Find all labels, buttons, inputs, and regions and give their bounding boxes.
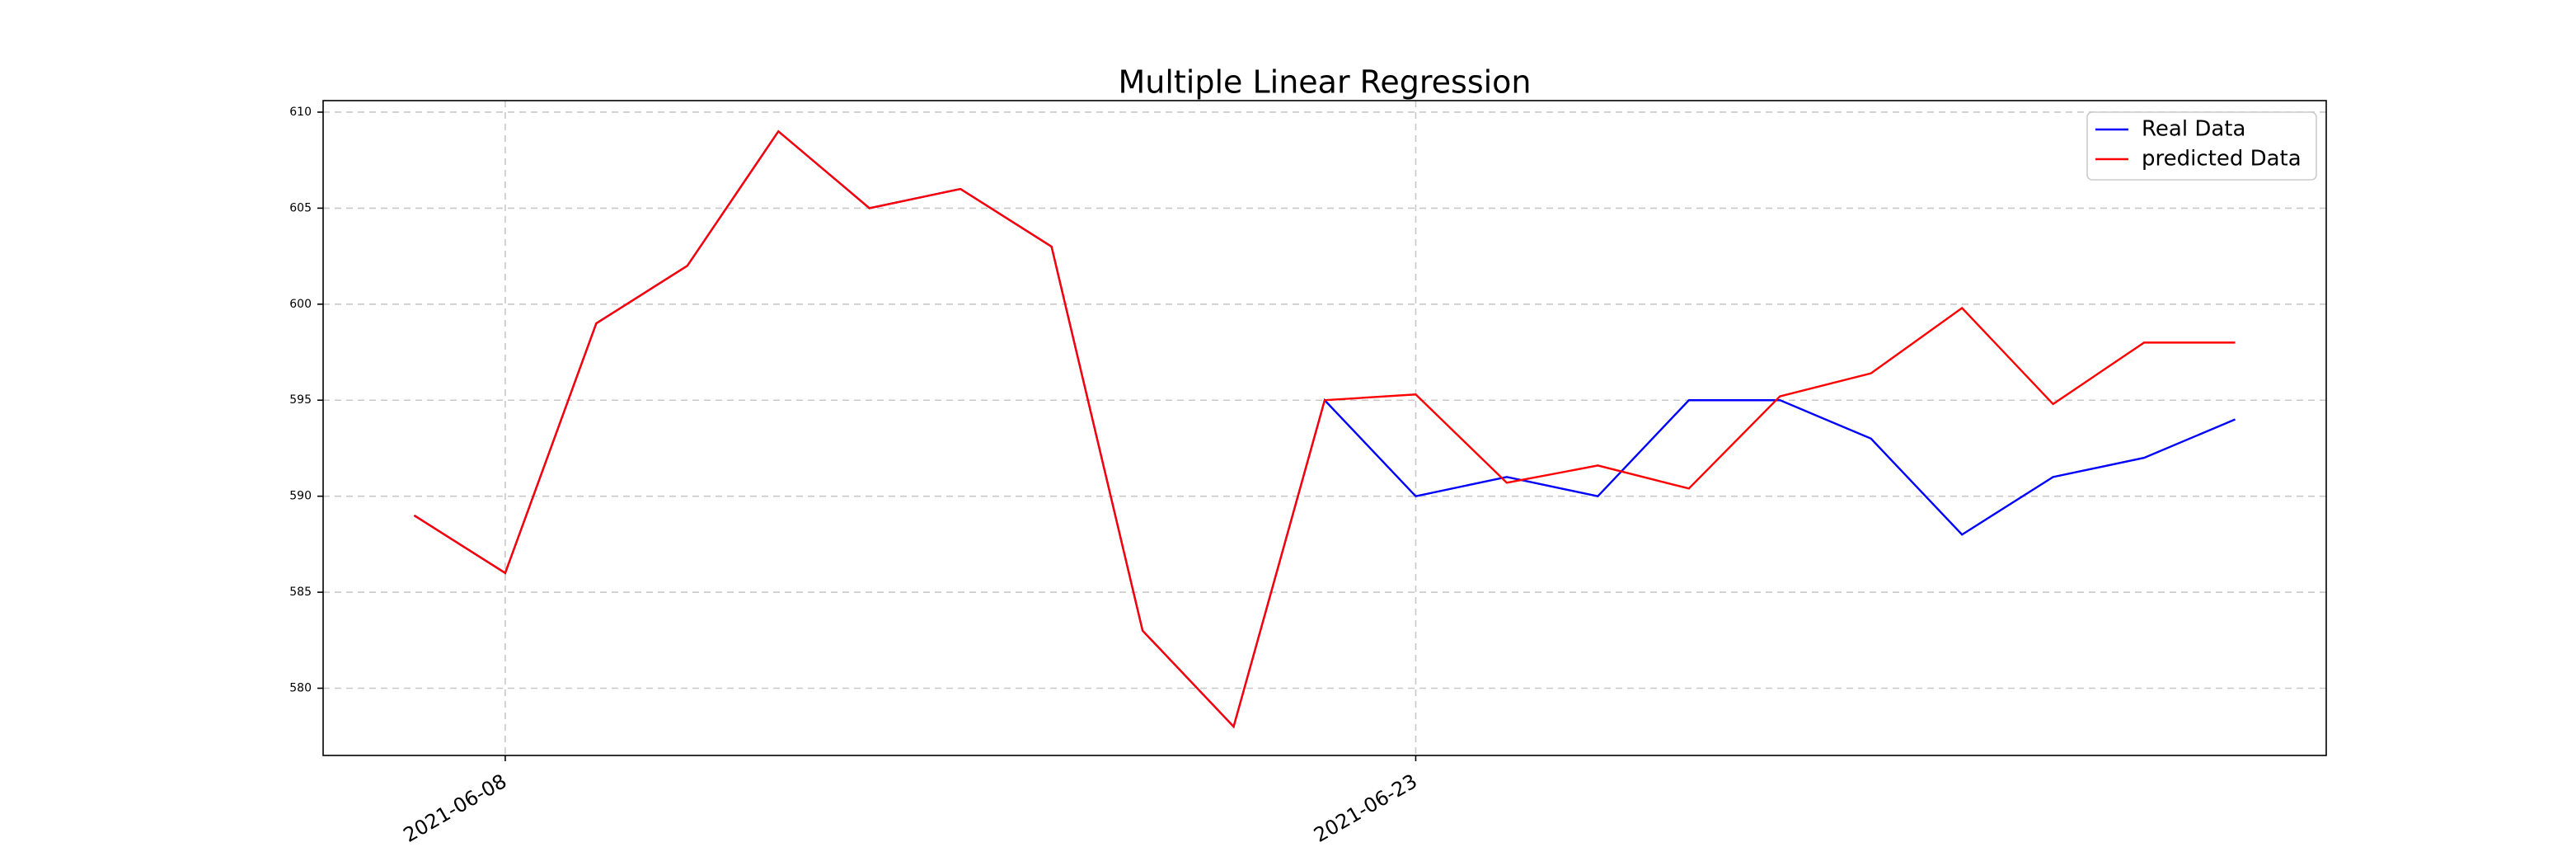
y-tick-label: 605 bbox=[289, 201, 312, 214]
legend-box bbox=[2086, 111, 2317, 181]
y-tick-label: 580 bbox=[289, 682, 312, 695]
legend-label: Real Data bbox=[2142, 117, 2245, 142]
y-tick-label: 610 bbox=[289, 106, 312, 119]
y-tick-label: 595 bbox=[289, 393, 312, 407]
plot-frame bbox=[322, 100, 2327, 756]
line-series bbox=[413, 129, 2236, 729]
chart-title: Multiple Linear Regression bbox=[1118, 64, 1531, 101]
y-tick-label: 590 bbox=[289, 490, 312, 503]
y-tick-label: 600 bbox=[289, 298, 312, 311]
y-tick-label: 585 bbox=[289, 586, 312, 599]
legend: Real Data predicted Data bbox=[2086, 111, 2317, 181]
legend-label: predicted Data bbox=[2142, 147, 2302, 172]
